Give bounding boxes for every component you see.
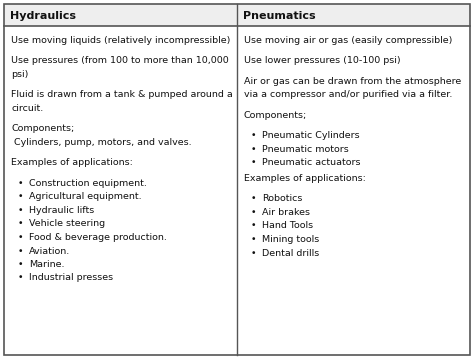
Text: psi): psi) (11, 70, 28, 79)
Text: Examples of applications:: Examples of applications: (244, 174, 366, 183)
Text: Vehicle steering: Vehicle steering (29, 219, 105, 228)
Text: Air brakes: Air brakes (262, 208, 310, 217)
Text: Components;: Components; (244, 111, 307, 120)
Text: •: • (18, 179, 24, 188)
Text: •: • (251, 131, 256, 140)
Text: Pneumatic actuators: Pneumatic actuators (262, 159, 361, 168)
Text: Use moving liquids (relatively incompressible): Use moving liquids (relatively incompres… (11, 36, 230, 45)
Text: Use lower pressures (10-100 psi): Use lower pressures (10-100 psi) (244, 56, 401, 65)
Text: Hand Tools: Hand Tools (262, 222, 313, 230)
Text: •: • (18, 247, 24, 256)
Text: Examples of applications:: Examples of applications: (11, 159, 133, 168)
Text: Industrial presses: Industrial presses (29, 274, 113, 283)
Text: •: • (251, 208, 256, 217)
Text: Dental drills: Dental drills (262, 248, 319, 257)
Text: Fluid is drawn from a tank & pumped around a: Fluid is drawn from a tank & pumped arou… (11, 90, 233, 99)
Text: •: • (18, 206, 24, 215)
Text: •: • (18, 274, 24, 283)
Text: •: • (251, 145, 256, 154)
Bar (4, 4, 470, 26)
Text: •: • (18, 192, 24, 201)
Text: Use pressures (from 100 to more than 10,000: Use pressures (from 100 to more than 10,… (11, 56, 229, 65)
Text: Aviation.: Aviation. (29, 247, 70, 256)
Text: Use moving air or gas (easily compressible): Use moving air or gas (easily compressib… (244, 36, 452, 45)
Text: •: • (251, 235, 256, 244)
Text: Agricultural equipment.: Agricultural equipment. (29, 192, 142, 201)
Text: Construction equipment.: Construction equipment. (29, 179, 147, 188)
Text: Components;: Components; (11, 125, 74, 134)
Text: Hydraulic lifts: Hydraulic lifts (29, 206, 94, 215)
Text: •: • (251, 195, 256, 204)
Text: Pneumatic Cylinders: Pneumatic Cylinders (262, 131, 360, 140)
Text: Mining tools: Mining tools (262, 235, 319, 244)
Text: •: • (18, 260, 24, 269)
Text: Pneumatics: Pneumatics (243, 11, 316, 21)
Text: •: • (251, 222, 256, 230)
Text: Marine.: Marine. (29, 260, 64, 269)
Text: Food & beverage production.: Food & beverage production. (29, 233, 167, 242)
Text: Robotics: Robotics (262, 195, 302, 204)
Text: Hydraulics: Hydraulics (10, 11, 76, 21)
Text: circuit.: circuit. (11, 104, 43, 113)
Text: Cylinders, pump, motors, and valves.: Cylinders, pump, motors, and valves. (11, 138, 191, 147)
Text: •: • (18, 233, 24, 242)
Text: •: • (251, 248, 256, 257)
Text: Pneumatic motors: Pneumatic motors (262, 145, 349, 154)
Text: Air or gas can be drawn from the atmosphere: Air or gas can be drawn from the atmosph… (244, 77, 461, 86)
Text: via a compressor and/or purified via a filter.: via a compressor and/or purified via a f… (244, 90, 452, 99)
Text: •: • (18, 219, 24, 228)
Text: •: • (251, 159, 256, 168)
